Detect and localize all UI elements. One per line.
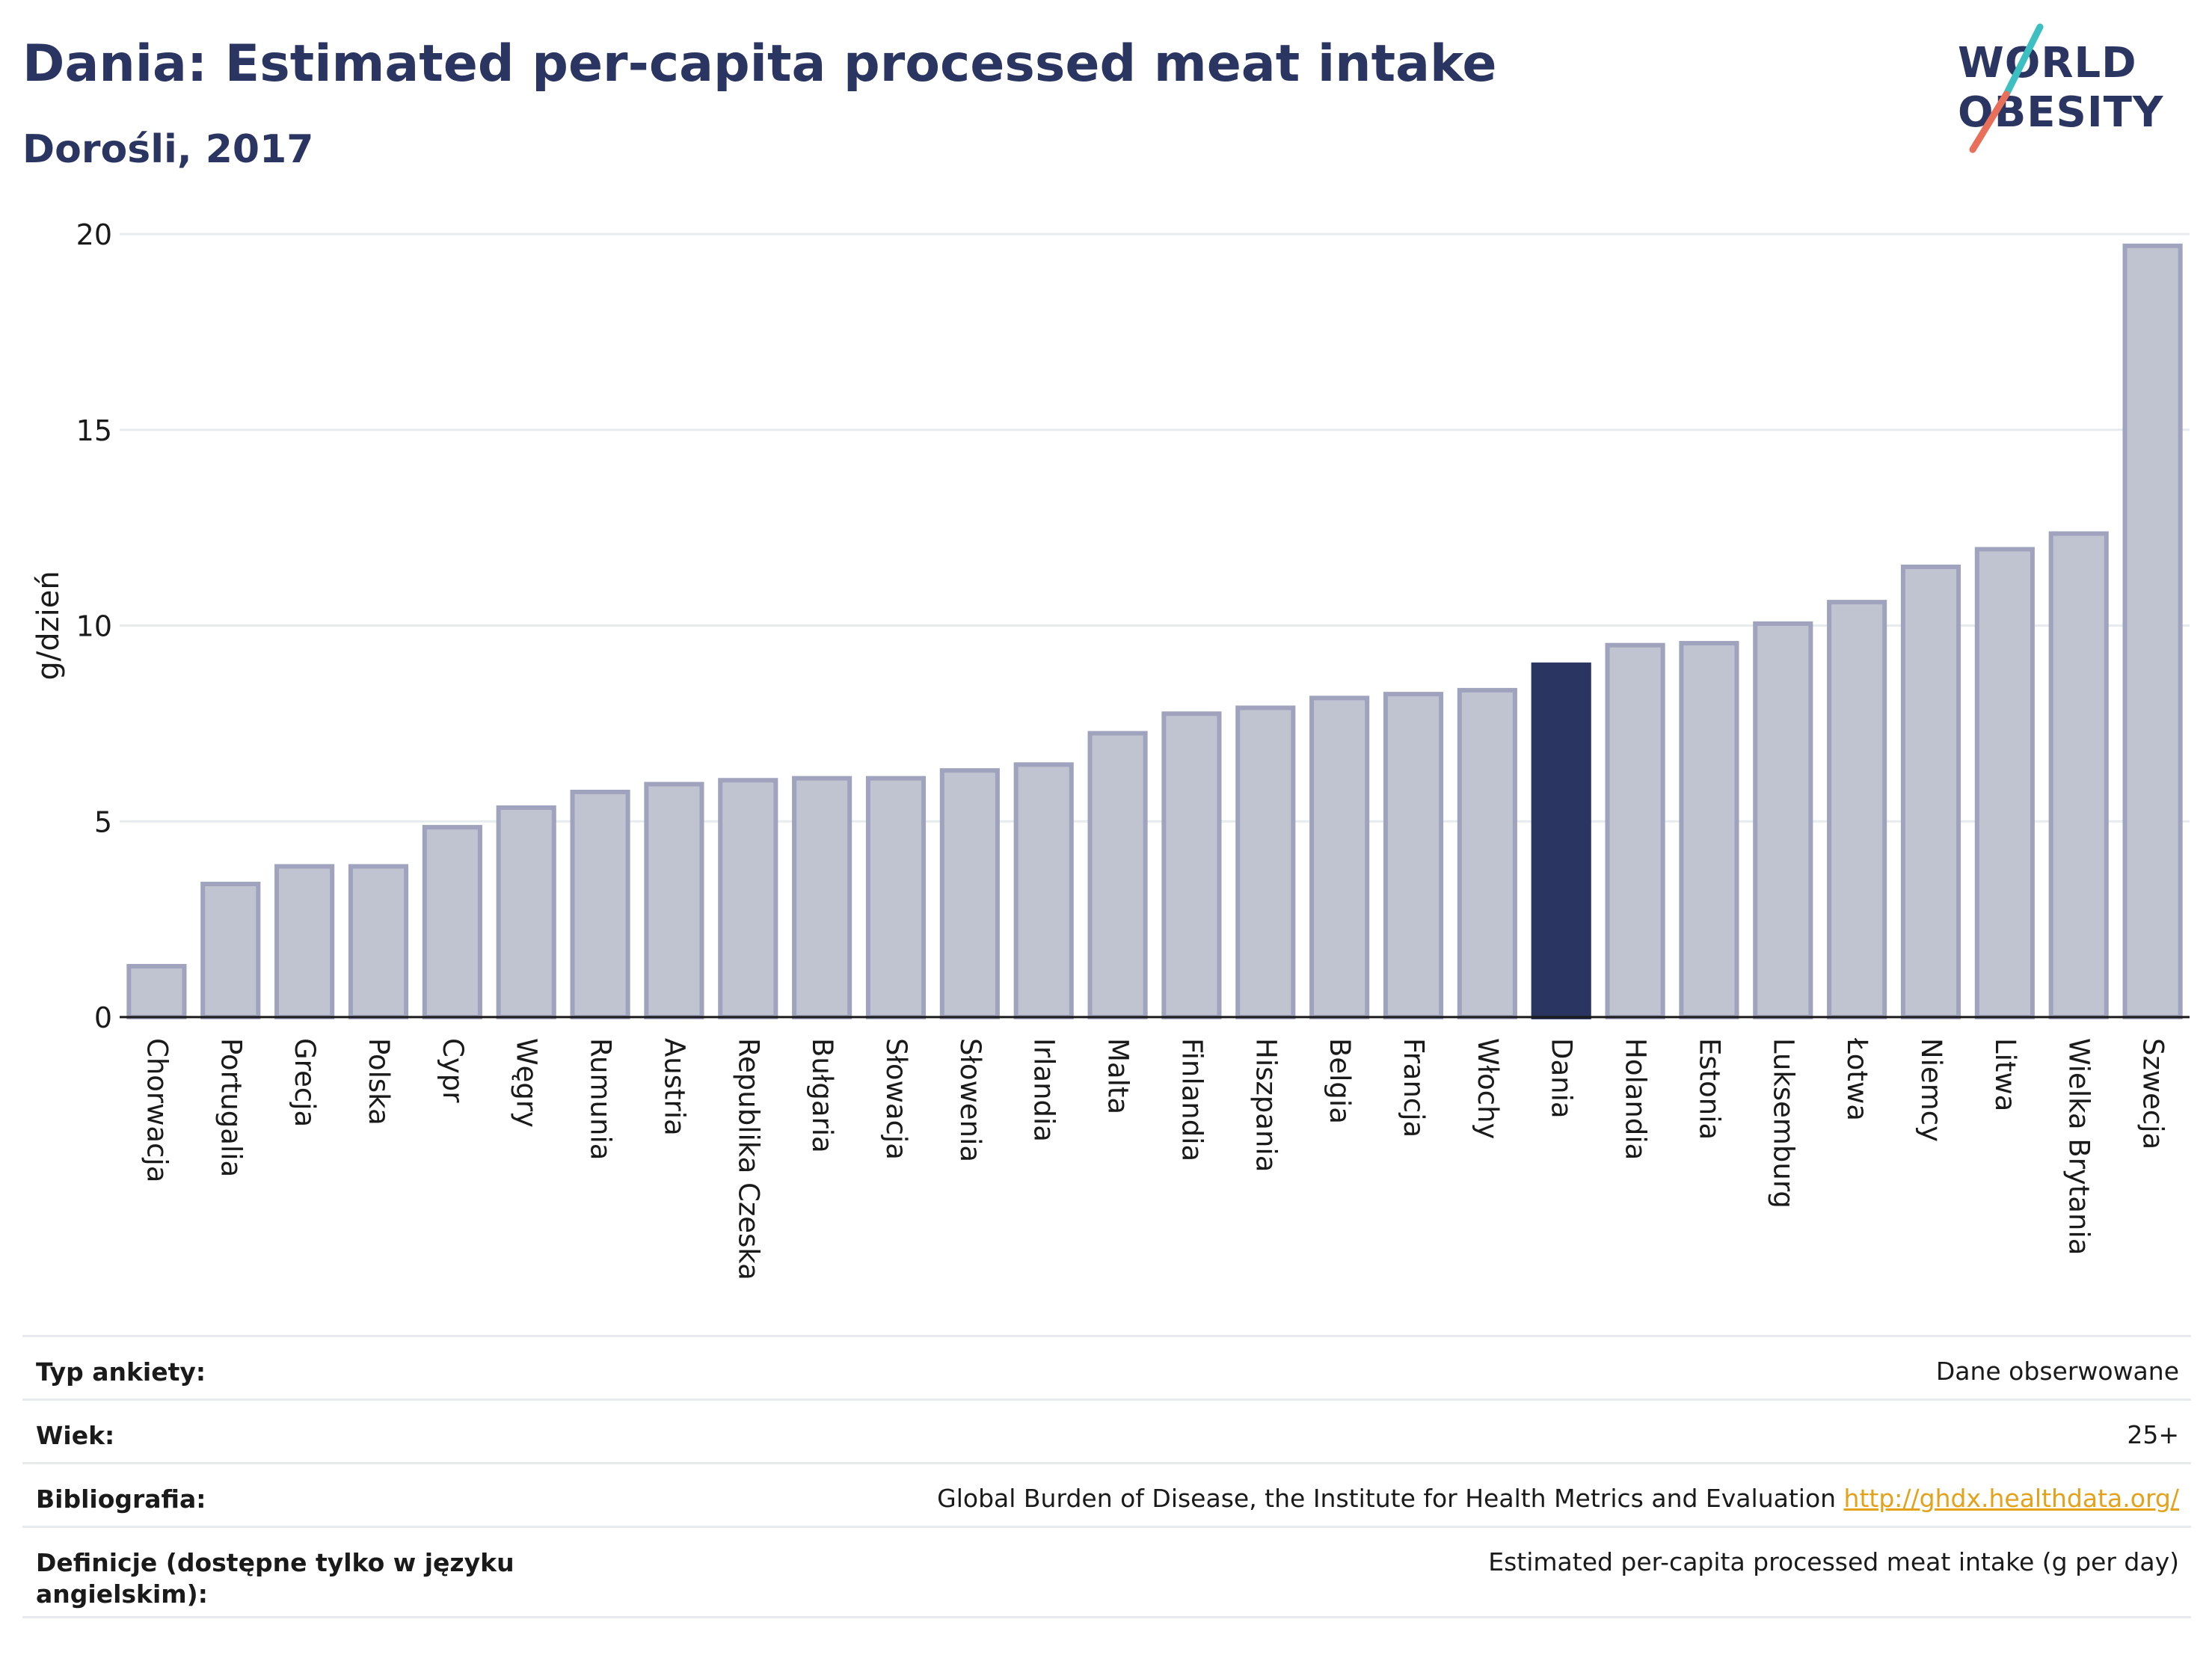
meta-bib-link[interactable]: http://ghdx.healthdata.org/: [1843, 1484, 2179, 1513]
x-tick-label: Węgry: [511, 1038, 543, 1128]
x-tick-label: Hiszpania: [1250, 1038, 1282, 1172]
bar: [1457, 687, 1517, 1019]
meta-row-bibliography: Bibliografia: Global Burden of Disease, …: [22, 1462, 2191, 1526]
bar: [200, 882, 261, 1020]
x-tick-label: Malta: [1102, 1038, 1134, 1114]
x-tick-label: Francja: [1398, 1038, 1430, 1137]
x-tick-label: Irlandia: [1028, 1038, 1060, 1142]
meta-row-age: Wiek: 25+: [22, 1398, 2191, 1462]
bar: [1383, 692, 1444, 1019]
bar: [1309, 696, 1370, 1019]
meta-def-label: Definicje (dostępne tylko w języku angie…: [36, 1548, 514, 1609]
bar: [570, 789, 630, 1019]
meta-def-value: Estimated per-capita processed meat inta…: [1488, 1547, 2179, 1576]
x-tick-label: Finlandia: [1176, 1038, 1208, 1161]
bar: [1974, 547, 2035, 1020]
x-tick-label: Luksemburg: [1767, 1038, 1799, 1209]
y-tick-label: 5: [94, 805, 112, 838]
meta-row-definitions: Definicje (dostępne tylko w języku angie…: [22, 1526, 2191, 1618]
bar: [1531, 662, 1591, 1019]
bar: [865, 776, 927, 1019]
x-tick-label: Estonia: [1693, 1038, 1725, 1140]
x-tick-label: Łotwa: [1841, 1037, 1873, 1121]
world-obesity-logo: WORLD OBESITY: [1950, 22, 2197, 165]
bar: [2122, 243, 2183, 1020]
x-tick-label: Chorwacja: [141, 1038, 173, 1182]
x-tick-label: Niemcy: [1915, 1038, 1947, 1142]
logo-slash-icon: [1969, 23, 2044, 153]
x-tick-label: Słowacja: [880, 1038, 912, 1160]
bar: [274, 864, 335, 1020]
x-tick-label: Słowenia: [954, 1038, 986, 1162]
meta-bib-label: Bibliografia:: [36, 1484, 206, 1514]
meta-age-value: 25+: [2127, 1420, 2179, 1449]
x-tick-label: Grecja: [289, 1038, 321, 1127]
x-tick-label: Austria: [658, 1038, 690, 1136]
logo-line1: WORLD: [1958, 39, 2137, 87]
x-tick-label: Holandia: [1620, 1038, 1652, 1160]
meta-bib-text: Global Burden of Disease, the Institute …: [937, 1484, 1837, 1513]
x-tick-label: Wielka Brytania: [2063, 1038, 2095, 1255]
bar: [939, 768, 1000, 1019]
meta-age-label: Wiek:: [36, 1421, 115, 1450]
bar: [2048, 531, 2109, 1020]
x-tick-label: Republika Czeska: [732, 1038, 764, 1280]
metadata-table: Typ ankiety: Dane obserwowane Wiek: 25+ …: [22, 1335, 2191, 1618]
bar: [422, 825, 482, 1019]
bar: [1605, 642, 1665, 1019]
x-tick-label: Portugalia: [215, 1038, 247, 1177]
chart-title: Dania: Estimated per-capita processed me…: [22, 34, 1497, 93]
meta-bib-value: Global Burden of Disease, the Institute …: [937, 1484, 2179, 1513]
bar: [496, 805, 556, 1019]
bar: [792, 776, 852, 1019]
bar: [348, 864, 409, 1020]
x-tick-label: Dania: [1546, 1038, 1578, 1119]
chart-subtitle: Dorośli, 2017: [22, 127, 314, 172]
x-tick-label: Rumunia: [585, 1038, 617, 1160]
bar: [1235, 705, 1296, 1019]
meta-survey-value: Dane obserwowane: [1935, 1357, 2179, 1386]
y-tick-label: 0: [94, 1001, 112, 1034]
x-tick-label: Szwecja: [2137, 1038, 2169, 1149]
bar: [1827, 600, 1887, 1019]
x-tick-label: Polska: [363, 1038, 395, 1126]
x-tick-label: Bułgaria: [806, 1038, 838, 1153]
meta-survey-label: Typ ankiety:: [36, 1357, 206, 1387]
bar: [1900, 564, 1961, 1020]
bar: [1679, 641, 1739, 1019]
bar: [1161, 711, 1222, 1019]
bar: [1087, 731, 1148, 1020]
x-tick-label: Belgia: [1324, 1038, 1356, 1124]
bar: [1753, 621, 1813, 1019]
y-axis-label: g/dzień: [31, 571, 66, 680]
bar: [644, 782, 704, 1020]
y-tick-label: 15: [76, 414, 112, 447]
x-tick-label: Litwa: [1989, 1038, 2021, 1111]
x-tick-label: Cypr: [437, 1038, 469, 1103]
y-tick-label: 20: [76, 218, 112, 251]
bar-chart: 0 5 10 15 20 g/dzień Chorwacja Portugalia Grecja…: [31, 218, 2190, 1280]
y-tick-label: 10: [76, 610, 112, 643]
bar: [718, 778, 778, 1019]
x-tick-label: Włochy: [1472, 1038, 1504, 1139]
bar: [126, 963, 187, 1020]
bar: [1013, 762, 1074, 1020]
meta-row-survey: Typ ankiety: Dane obserwowane: [22, 1335, 2191, 1398]
